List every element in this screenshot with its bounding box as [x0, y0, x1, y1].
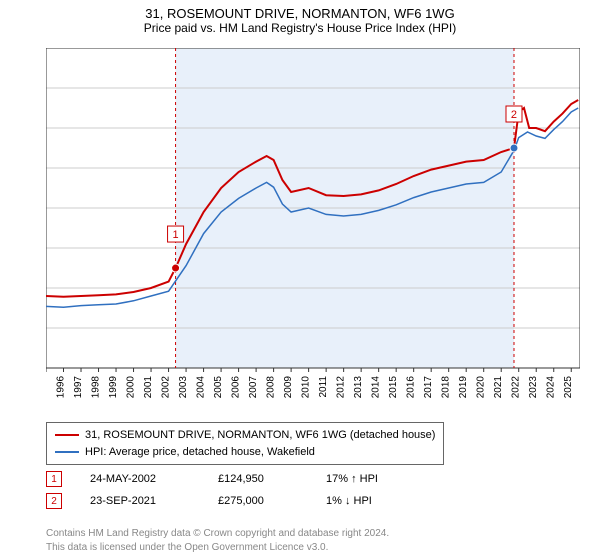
legend-row: HPI: Average price, detached house, Wake… — [55, 444, 435, 461]
svg-text:2013: 2013 — [353, 376, 364, 399]
svg-text:2010: 2010 — [301, 376, 312, 399]
footer-line-1: Contains HM Land Registry data © Crown c… — [46, 527, 389, 541]
svg-text:2024: 2024 — [546, 376, 557, 399]
svg-text:2019: 2019 — [458, 376, 469, 399]
sale-date: 23-SEP-2021 — [90, 495, 190, 507]
svg-text:2004: 2004 — [196, 376, 207, 399]
chart-container: 31, ROSEMOUNT DRIVE, NORMANTON, WF6 1WG … — [0, 0, 600, 560]
chart-title: 31, ROSEMOUNT DRIVE, NORMANTON, WF6 1WG — [0, 0, 600, 21]
chart-subtitle: Price paid vs. HM Land Registry's House … — [0, 21, 600, 35]
sale-row: 1 24-MAY-2002 £124,950 17% ↑ HPI — [46, 468, 378, 490]
legend-swatch — [55, 451, 79, 453]
svg-text:2011: 2011 — [318, 376, 329, 398]
sale-marker-box: 2 — [46, 493, 62, 509]
sale-date: 24-MAY-2002 — [90, 473, 190, 485]
legend-row: 31, ROSEMOUNT DRIVE, NORMANTON, WF6 1WG … — [55, 427, 435, 444]
svg-text:2025: 2025 — [563, 376, 574, 399]
legend-label: HPI: Average price, detached house, Wake… — [85, 444, 315, 461]
svg-text:2002: 2002 — [161, 376, 172, 399]
svg-text:2021: 2021 — [493, 376, 504, 399]
svg-text:1998: 1998 — [91, 376, 102, 399]
sale-price: £275,000 — [218, 495, 298, 507]
svg-text:2005: 2005 — [213, 376, 224, 399]
sale-price: £124,950 — [218, 473, 298, 485]
svg-text:2015: 2015 — [388, 376, 399, 399]
svg-text:2001: 2001 — [143, 376, 154, 399]
legend-label: 31, ROSEMOUNT DRIVE, NORMANTON, WF6 1WG … — [85, 427, 435, 444]
svg-text:2006: 2006 — [231, 376, 242, 399]
svg-text:2017: 2017 — [423, 376, 434, 399]
legend: 31, ROSEMOUNT DRIVE, NORMANTON, WF6 1WG … — [46, 422, 444, 465]
svg-text:2020: 2020 — [476, 376, 487, 399]
svg-text:2023: 2023 — [528, 376, 539, 399]
svg-text:2003: 2003 — [178, 376, 189, 399]
svg-text:2009: 2009 — [283, 376, 294, 399]
sale-hpi-delta: 1% ↓ HPI — [326, 495, 372, 507]
svg-text:2007: 2007 — [248, 376, 259, 399]
svg-text:1995: 1995 — [46, 376, 49, 399]
svg-text:1996: 1996 — [56, 376, 67, 399]
svg-text:1999: 1999 — [108, 376, 119, 399]
footer-line-2: This data is licensed under the Open Gov… — [46, 541, 389, 555]
chart-plot-area: £0£50K£100K£150K£200K£250K£300K£350K£400… — [46, 48, 580, 388]
svg-text:1: 1 — [172, 229, 178, 241]
svg-text:2: 2 — [511, 109, 517, 121]
svg-text:2000: 2000 — [126, 376, 137, 399]
chart-svg: £0£50K£100K£150K£200K£250K£300K£350K£400… — [46, 48, 580, 412]
sale-row: 2 23-SEP-2021 £275,000 1% ↓ HPI — [46, 490, 378, 512]
legend-swatch — [55, 434, 79, 436]
svg-text:1997: 1997 — [73, 376, 84, 399]
sales-table: 1 24-MAY-2002 £124,950 17% ↑ HPI 2 23-SEP-202… — [46, 468, 378, 512]
svg-text:2022: 2022 — [511, 376, 522, 399]
svg-text:2018: 2018 — [441, 376, 452, 399]
svg-text:2016: 2016 — [406, 376, 417, 399]
svg-text:2014: 2014 — [371, 376, 382, 399]
sale-hpi-delta: 17% ↑ HPI — [326, 473, 378, 485]
svg-text:2008: 2008 — [266, 376, 277, 399]
svg-text:2012: 2012 — [336, 376, 347, 399]
sale-marker-box: 1 — [46, 471, 62, 487]
footer-attribution: Contains HM Land Registry data © Crown c… — [46, 527, 389, 554]
